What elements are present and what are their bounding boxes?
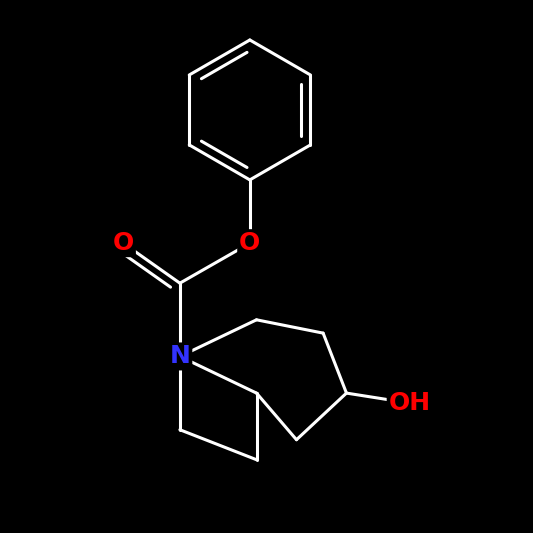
Text: OH: OH [389, 391, 431, 415]
Text: O: O [239, 231, 261, 255]
Text: O: O [112, 231, 134, 255]
Text: N: N [169, 344, 190, 368]
